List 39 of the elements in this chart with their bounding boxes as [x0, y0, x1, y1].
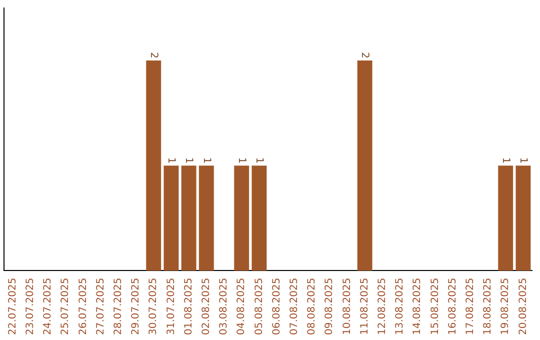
x-tick-label: 03.08.2025	[218, 278, 230, 336]
x-tick-label: 02.08.2025	[200, 278, 212, 336]
x-tick-label: 10.08.2025	[342, 278, 353, 336]
x-tick-label: 20.08.2025	[518, 278, 529, 336]
data-label: 2	[359, 52, 370, 59]
x-tick-label: 30.07.2025	[148, 278, 160, 336]
x-tick-label: 23.07.2025	[24, 278, 36, 336]
data-label: 1	[500, 157, 512, 164]
x-tick-label: 25.07.2025	[60, 278, 72, 336]
x-tick-label: 13.08.2025	[394, 278, 406, 336]
data-label: 1	[183, 157, 194, 164]
x-tick-label: 29.07.2025	[130, 278, 142, 336]
x-tick-label: 09.08.2025	[324, 278, 336, 336]
data-label: 1	[166, 157, 177, 164]
x-tick-label: 31.07.2025	[166, 278, 177, 336]
x-tick-label: 24.07.2025	[42, 278, 54, 336]
x-tick-label: 07.08.2025	[288, 278, 300, 336]
data-label: 1	[236, 157, 248, 164]
x-tick-label: 28.07.2025	[112, 278, 124, 336]
x-tick-label: 08.08.2025	[306, 278, 318, 336]
x-tick-label: 27.07.2025	[95, 278, 106, 336]
x-tick-label: 14.08.2025	[412, 278, 424, 336]
x-tick-label: 16.08.2025	[447, 278, 458, 336]
x-tick-label: 04.08.2025	[236, 278, 248, 336]
x-tick-label: 17.08.2025	[464, 278, 476, 336]
x-tick-label: 18.08.2025	[482, 278, 494, 336]
x-tick-label: 26.07.2025	[78, 278, 89, 336]
x-tick-label: 06.08.2025	[271, 278, 282, 336]
x-tick-label: 22.07.2025	[7, 278, 18, 336]
data-label: 2	[148, 52, 160, 59]
x-tick-label: 05.08.2025	[254, 278, 265, 336]
x-tick-label: 19.08.2025	[500, 278, 512, 336]
x-tick-label: 15.08.2025	[430, 278, 441, 336]
data-label: 1	[518, 157, 529, 164]
x-tick-label: 12.08.2025	[376, 278, 388, 336]
x-tick-label: 01.08.2025	[183, 278, 194, 336]
data-label: 1	[200, 157, 212, 164]
data-label: 1	[254, 157, 265, 164]
x-tick-label: 11.08.2025	[359, 278, 370, 336]
